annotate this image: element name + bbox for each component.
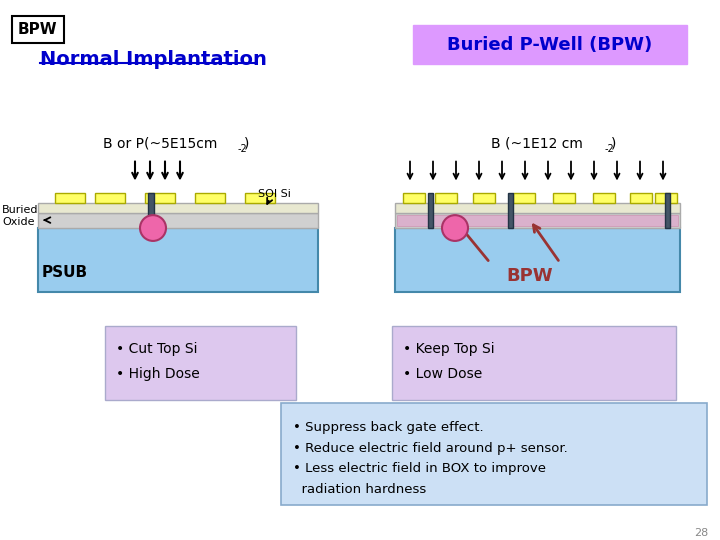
Bar <box>513 193 535 203</box>
Bar <box>473 193 495 203</box>
FancyBboxPatch shape <box>413 25 687 64</box>
Text: Buried
Oxide: Buried Oxide <box>2 205 38 227</box>
FancyBboxPatch shape <box>392 326 676 400</box>
Bar <box>553 193 575 203</box>
Bar <box>148 193 154 228</box>
Text: Normal Implantation: Normal Implantation <box>40 50 267 69</box>
Bar <box>55 193 85 203</box>
Text: Buried P-Well (BPW): Buried P-Well (BPW) <box>447 36 652 53</box>
Bar <box>397 215 678 226</box>
Text: PSUB: PSUB <box>42 265 88 280</box>
Bar <box>403 193 425 203</box>
FancyBboxPatch shape <box>281 402 707 505</box>
Bar <box>508 193 513 228</box>
Text: -2: -2 <box>238 144 248 154</box>
Bar <box>655 193 677 203</box>
Bar <box>395 203 680 213</box>
Text: ): ) <box>611 137 616 151</box>
Text: SOI Si: SOI Si <box>258 190 291 199</box>
Text: -2: -2 <box>605 144 615 154</box>
Bar <box>630 193 652 203</box>
Text: • Keep Top Si
• Low Dose: • Keep Top Si • Low Dose <box>403 342 495 381</box>
Bar <box>395 213 680 228</box>
Bar <box>593 193 615 203</box>
Bar <box>195 193 225 203</box>
Text: • Suppress back gate effect.
• Reduce electric field around p+ sensor.
• Less el: • Suppress back gate effect. • Reduce el… <box>293 421 568 496</box>
Text: BPW: BPW <box>507 267 553 285</box>
Text: B or P(~5E15cm: B or P(~5E15cm <box>103 137 217 151</box>
Text: • Cut Top Si
• High Dose: • Cut Top Si • High Dose <box>116 342 199 381</box>
Bar <box>428 193 433 228</box>
Bar <box>665 193 670 228</box>
Text: BPW: BPW <box>18 22 58 37</box>
Bar <box>145 193 175 203</box>
Circle shape <box>442 215 468 241</box>
Bar <box>435 193 457 203</box>
Text: ): ) <box>244 137 249 151</box>
Bar <box>95 193 125 203</box>
FancyBboxPatch shape <box>105 326 296 400</box>
Text: 28: 28 <box>694 529 708 538</box>
Bar <box>38 213 318 228</box>
Bar <box>38 203 318 213</box>
Circle shape <box>140 215 166 241</box>
Bar <box>245 193 275 203</box>
Bar <box>395 228 680 293</box>
Bar <box>38 228 318 293</box>
Text: B (~1E12 cm: B (~1E12 cm <box>491 137 583 151</box>
